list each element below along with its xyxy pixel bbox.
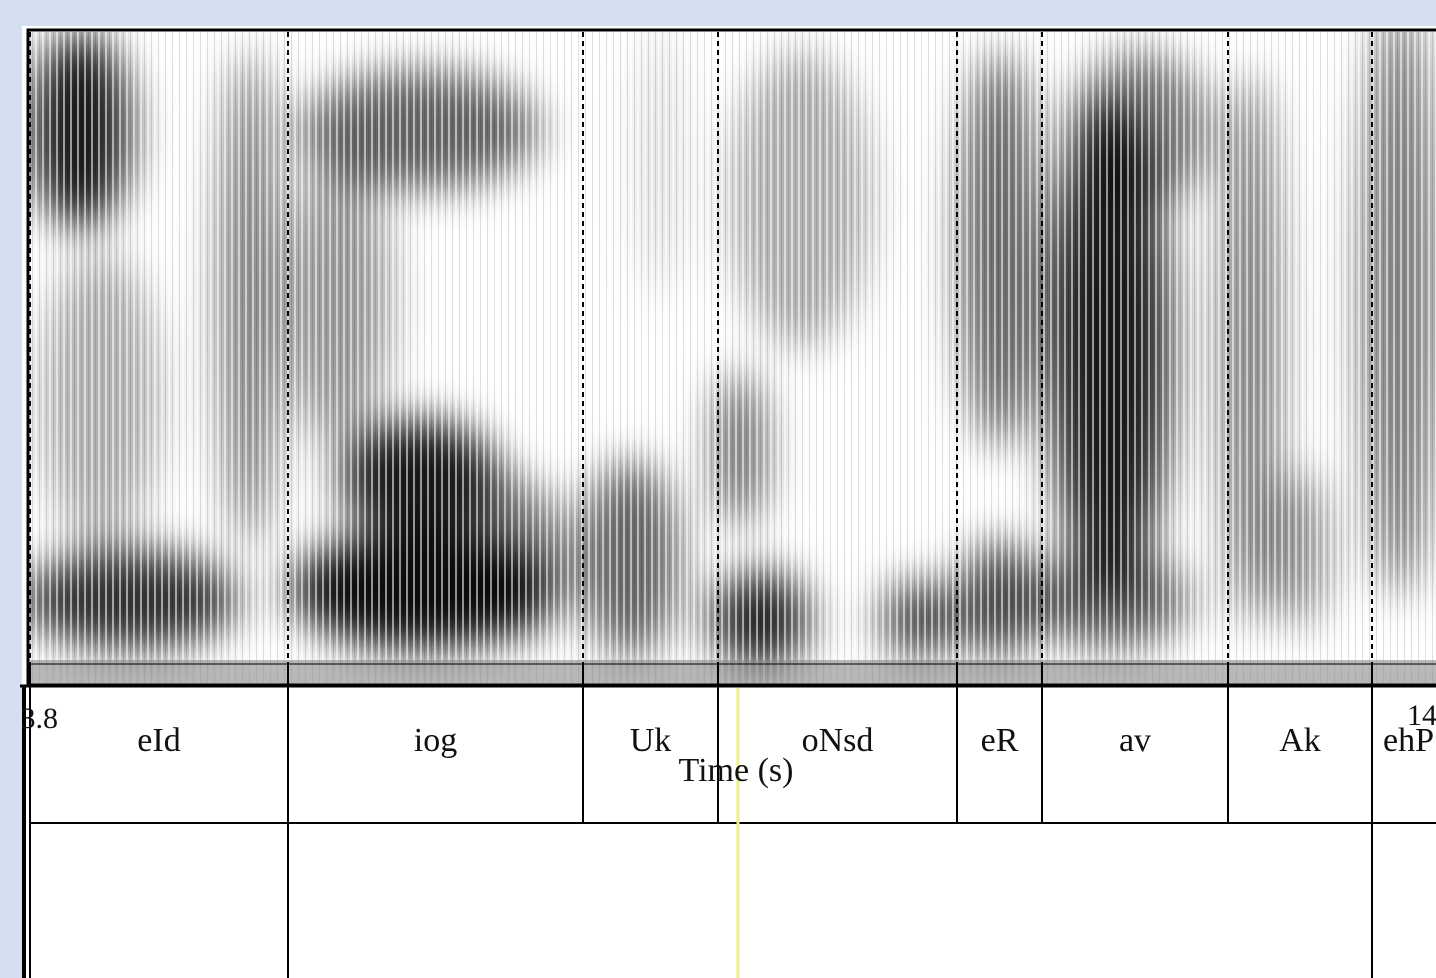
interval-label: iog — [414, 722, 457, 759]
axis-title: Time (s) — [679, 752, 794, 789]
start-time: 3.8 — [21, 702, 59, 735]
praat-picture: eIdiogUkoNsdeRavAkehP 3.8 14 Time (s) — [0, 0, 1436, 978]
spectrogram — [20, 0, 1436, 685]
interval-label: oNsd — [802, 722, 874, 759]
interval-label: eR — [981, 722, 1019, 759]
interval-label: Ak — [1279, 722, 1321, 759]
interval-label: eId — [137, 722, 180, 759]
page: eIdiogUkoNsdeRavAkehP 3.8 14 Time (s) ((… — [0, 0, 1436, 978]
end-time: 14 — [1407, 699, 1436, 732]
interval-label: Uk — [630, 722, 672, 759]
interval-label: av — [1119, 722, 1151, 759]
